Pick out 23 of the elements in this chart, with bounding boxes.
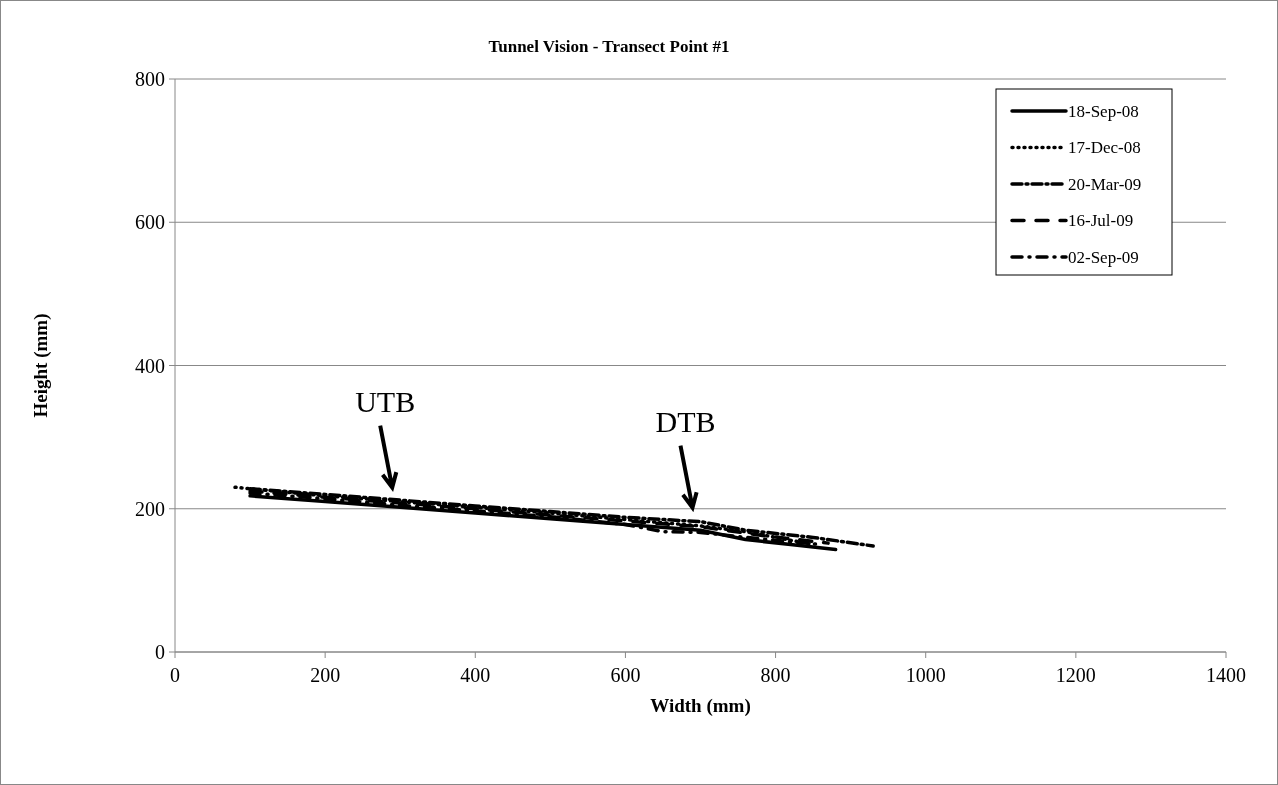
x-tick-label: 400 xyxy=(460,664,491,686)
legend-label: 17-Dec-08 xyxy=(1068,138,1141,158)
annotation: DTB xyxy=(655,404,716,438)
x-tick-label: 0 xyxy=(170,664,180,686)
legend-label: 16-Jul-09 xyxy=(1068,211,1134,231)
x-axis-title: Width (mm) xyxy=(650,695,751,717)
x-tick-label: 1400 xyxy=(1206,664,1246,686)
annotation: UTB xyxy=(355,384,416,418)
x-tick-label: 1000 xyxy=(905,664,946,686)
y-tick-label: 600 xyxy=(135,211,165,234)
legend-label: 02-Sep-09 xyxy=(1068,247,1139,267)
x-tick-label: 1200 xyxy=(1055,664,1096,686)
legend-label: 20-Mar-09 xyxy=(1068,174,1142,194)
x-tick-label: 800 xyxy=(760,664,791,686)
y-axis-title: Height (mm) xyxy=(30,313,52,418)
x-tick-label: 600 xyxy=(610,664,641,686)
x-tick-label: 200 xyxy=(310,664,341,686)
y-tick-label: 200 xyxy=(135,497,165,520)
y-tick-label: 0 xyxy=(155,641,165,663)
legend-label: 18-Sep-08 xyxy=(1068,101,1139,121)
y-tick-label: 400 xyxy=(135,354,165,377)
chart-title: Tunnel Vision - Transect Point #1 xyxy=(488,37,730,56)
y-tick-label: 800 xyxy=(135,68,165,90)
